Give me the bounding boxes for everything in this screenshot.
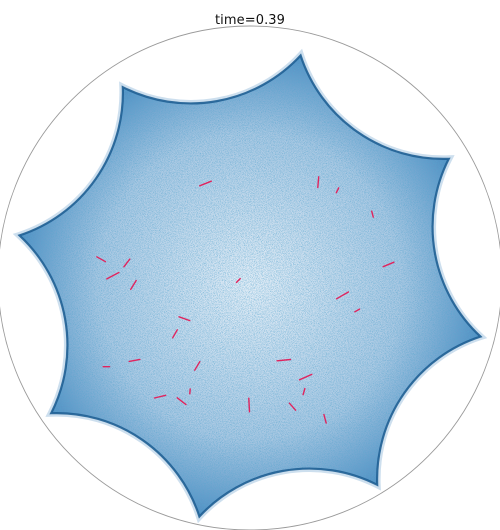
tracer-trail: [276, 358, 292, 362]
tracer-trail: [176, 397, 187, 406]
tracer-trail: [298, 373, 313, 381]
tracer-trail: [198, 180, 213, 187]
tracer-trail: [354, 308, 361, 313]
tracer-trail: [317, 176, 320, 189]
particle-cloud-edge: [17, 53, 483, 519]
tracer-trail: [123, 258, 131, 268]
tracer-trail: [335, 187, 340, 194]
frame-title: time=0.39: [214, 13, 286, 28]
tracer-trail: [248, 397, 251, 413]
tracer-trail: [193, 361, 201, 371]
tracer-trail: [382, 261, 395, 268]
tracer-trail: [171, 329, 179, 339]
tracer-trail: [178, 316, 191, 322]
tracer-trail: [323, 413, 327, 424]
tracer-trail: [153, 394, 167, 399]
tracer-trail: [128, 358, 141, 363]
tracer-trail: [106, 271, 120, 280]
tracer-trail: [335, 291, 350, 300]
tracer-trail: [302, 387, 306, 396]
tracer-trails: [96, 176, 395, 424]
tracer-trail: [129, 279, 137, 291]
tracer-trail: [371, 210, 374, 218]
tracer-trail: [96, 256, 107, 263]
tracer-trail: [235, 277, 241, 284]
tracer-trail: [288, 402, 297, 411]
boundary-circle: [0, 25, 500, 530]
